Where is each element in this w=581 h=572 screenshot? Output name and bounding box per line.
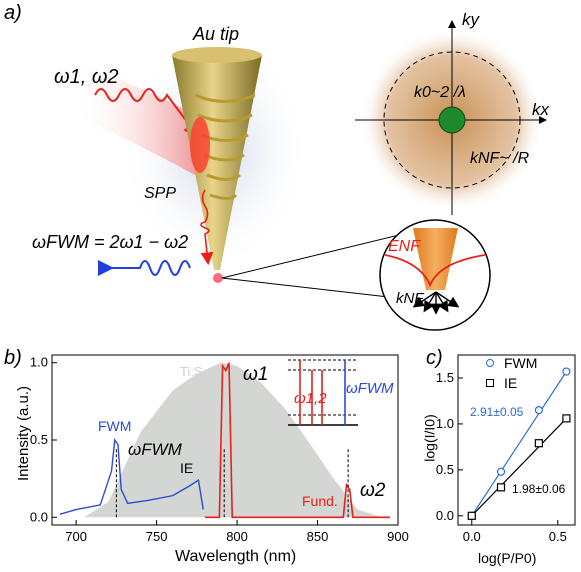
point-fwm [496, 467, 506, 476]
y-tick-label: 0.0 [436, 508, 454, 523]
point-ie [467, 511, 476, 520]
plot-frame [457, 354, 576, 526]
spp-label: SPP [144, 185, 177, 202]
fwm-wave [98, 260, 191, 276]
point-fwm [562, 367, 571, 376]
tip-grating [194, 93, 256, 200]
x-tick-label: 0.0 [463, 529, 481, 544]
series-fwm-line [59, 438, 204, 515]
incident-wave [94, 88, 200, 139]
panel-c-label: c) [426, 347, 443, 369]
y-tick-label: 0.5 [30, 432, 48, 447]
fit-line-ie [471, 417, 567, 517]
legend-fwm-marker [486, 359, 494, 367]
x-tick-label: 850 [307, 529, 329, 544]
series-tis-area [84, 362, 382, 518]
series-fund-line [204, 362, 390, 519]
legend-ie-marker [486, 379, 494, 387]
fwm-equation: ωFWM = 2ω1 − ω2 [32, 232, 189, 252]
fit-line-fwm [471, 371, 567, 517]
input-freq-label: ω1, ω2 [54, 66, 119, 88]
ie-label: IE [180, 460, 194, 476]
fwm-peak-label: FWM [98, 418, 132, 434]
y-tick-label: 1.0 [30, 355, 48, 370]
knf-label: kNF~ /R [470, 150, 530, 167]
hot-spot [190, 117, 210, 173]
y-tick-label: 0.5 [436, 462, 454, 477]
k0-label: k0~2 /λ [414, 84, 466, 101]
inset-w12-label: ω1,2 [294, 390, 327, 407]
panel-b-chart: 700 750 800 850 900 0.0 0.5 1.0 [30, 354, 409, 544]
panel-c-xlabel: log(P/P0) [478, 550, 537, 566]
x-tick-label: 800 [226, 529, 248, 544]
fund-label: Fund. [302, 493, 338, 509]
panel-b-label: b) [4, 347, 22, 369]
point-fwm [534, 406, 543, 415]
inset-wfwm-label: ωFWM [346, 380, 394, 397]
k0-circle [438, 106, 466, 134]
x-tick-label: 750 [146, 529, 168, 544]
panel-c-chart: 0.0 0.5 0.0 0.5 1.0 1.5 [436, 354, 576, 544]
legend-fwm: FWM [504, 355, 538, 371]
ky-label: ky [462, 10, 479, 29]
knf-arrows [412, 291, 460, 315]
kx-label: kx [532, 100, 549, 119]
x-tick-label: 900 [387, 529, 409, 544]
apex-spot [213, 273, 223, 283]
omega2-label: ω2 [360, 480, 386, 501]
fwm-slope-label: 2.91±0.05 [470, 405, 524, 419]
x-tick-label: 0.5 [549, 529, 567, 544]
au-tip-label: Au tip [193, 24, 240, 44]
incident-beam [70, 60, 205, 175]
ie-slope-label: 1.98±0.06 [512, 482, 566, 496]
omega-fwm-label: ωFWM [128, 440, 182, 459]
omega1-label: ω1 [243, 364, 269, 385]
y-tick-label: 0.0 [30, 509, 48, 524]
y-tick-label: 1.5 [436, 370, 454, 385]
point-ie [562, 414, 571, 423]
legend-ie: IE [504, 375, 518, 391]
panel-a-figure [70, 20, 547, 331]
enf-field [384, 254, 486, 288]
tip-top [172, 47, 262, 63]
tis-label: Ti:S [180, 364, 203, 379]
enf-label: ENF [388, 238, 420, 255]
x-tick-label: 700 [65, 529, 87, 544]
panel-b-xlabel: Wavelength (nm) [175, 548, 297, 565]
point-ie [534, 439, 543, 448]
spp-wave [200, 189, 214, 266]
y-tick-label: 1.0 [436, 416, 454, 431]
panel-b-ylabel: Intensity (a.u.) [15, 385, 33, 482]
panel-a-label: a) [4, 2, 22, 24]
panel-c-ylabel: log(I/I0) [421, 414, 438, 462]
knf-inset-label: kNF [396, 290, 424, 307]
au-tip [172, 55, 262, 270]
point-ie [496, 483, 506, 492]
